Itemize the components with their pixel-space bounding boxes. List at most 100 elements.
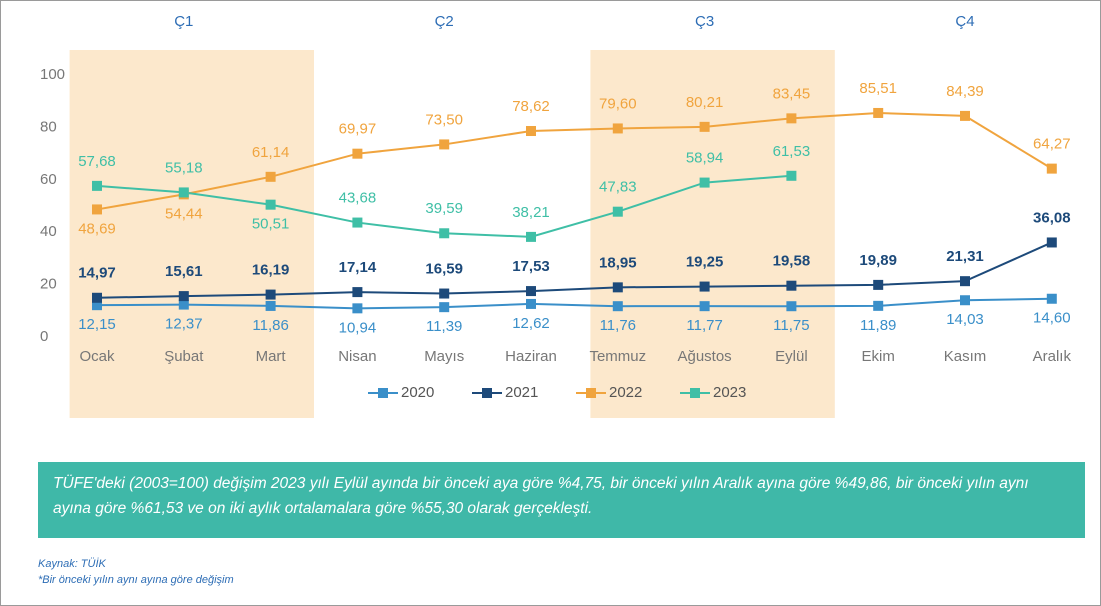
marker xyxy=(526,231,536,242)
marker xyxy=(92,204,102,215)
data-label: 43,68 xyxy=(339,190,377,207)
marker xyxy=(178,291,189,302)
data-label: 78,62 xyxy=(512,98,550,115)
marker xyxy=(873,107,884,118)
marker xyxy=(699,301,710,312)
marker xyxy=(960,295,970,306)
x-tick-label: Aralık xyxy=(1033,348,1072,365)
data-label: 79,60 xyxy=(599,95,637,112)
x-tick-label: Ocak xyxy=(79,348,115,365)
data-label: 80,21 xyxy=(686,94,724,111)
marker xyxy=(612,282,623,293)
data-label: 21,31 xyxy=(946,248,984,265)
data-label: 64,27 xyxy=(1033,136,1071,153)
data-label: 73,50 xyxy=(425,111,463,128)
legend-label: 2023 xyxy=(713,384,746,401)
marker xyxy=(1046,237,1057,248)
y-tick-label: 80 xyxy=(40,118,57,135)
marker xyxy=(873,279,884,290)
data-label: 61,14 xyxy=(252,144,290,161)
series-line xyxy=(96,297,1052,310)
data-label: 10,94 xyxy=(339,319,377,336)
x-tick-label: Mart xyxy=(256,348,287,365)
marker xyxy=(92,300,102,311)
quarter-label: Ç2 xyxy=(435,13,454,30)
x-tick-label: Eylül xyxy=(775,348,808,365)
data-label: 84,39 xyxy=(946,83,984,100)
data-label: 19,89 xyxy=(859,252,897,269)
quarter-band xyxy=(69,50,314,418)
marker xyxy=(960,276,970,287)
marker xyxy=(265,300,276,311)
data-label: 17,53 xyxy=(512,258,550,275)
marker xyxy=(612,123,623,134)
marker xyxy=(439,228,450,239)
legend-label: 2021 xyxy=(505,384,538,401)
marker xyxy=(352,303,363,314)
marker xyxy=(612,206,623,217)
data-label: 19,58 xyxy=(773,253,811,270)
data-label: 14,60 xyxy=(1033,310,1071,327)
legend-label: 2020 xyxy=(401,384,434,401)
legend-marker xyxy=(378,388,388,398)
note-box: TÜFE'deki (2003=100) değişim 2023 yılı E… xyxy=(38,462,1085,538)
source: Kaynak: TÜİK xyxy=(38,558,106,570)
quarter-label: Ç4 xyxy=(955,13,974,30)
data-label: 50,51 xyxy=(252,216,290,233)
y-tick-label: 60 xyxy=(40,171,57,188)
marker xyxy=(699,121,710,132)
data-label: 85,51 xyxy=(859,80,897,97)
marker xyxy=(352,287,363,298)
series-line xyxy=(96,241,1053,299)
marker xyxy=(1046,293,1057,304)
marker xyxy=(92,292,102,303)
data-label: 55,18 xyxy=(165,159,203,176)
x-tick-label: Kasım xyxy=(944,348,987,365)
data-label: 14,97 xyxy=(78,265,116,282)
marker xyxy=(439,288,450,299)
marker xyxy=(439,139,450,150)
marker xyxy=(352,217,363,228)
data-label: 69,97 xyxy=(339,121,377,138)
quarter-band xyxy=(590,50,835,418)
marker xyxy=(265,289,276,300)
data-label: 16,19 xyxy=(252,262,290,279)
series-line xyxy=(96,111,1053,211)
data-label: 14,03 xyxy=(946,311,984,328)
data-label: 83,45 xyxy=(773,85,811,102)
quarter-label: Ç3 xyxy=(695,13,714,30)
data-label: 36,08 xyxy=(1033,209,1071,226)
y-tick-label: 40 xyxy=(40,223,57,240)
data-label: 11,76 xyxy=(600,317,636,334)
marker xyxy=(699,281,710,292)
legend-marker xyxy=(586,388,596,398)
data-label: 61,53 xyxy=(773,143,811,160)
marker xyxy=(178,299,189,310)
x-tick-label: Haziran xyxy=(505,348,557,365)
marker xyxy=(699,177,710,188)
x-tick-label: Temmuz xyxy=(589,348,646,365)
data-label: 11,75 xyxy=(773,317,809,334)
marker xyxy=(873,300,884,311)
data-label: 11,89 xyxy=(860,317,896,334)
data-label: 11,77 xyxy=(686,317,722,334)
data-label: 39,59 xyxy=(425,200,463,217)
legend-label: 2022 xyxy=(609,384,642,401)
x-tick-label: Ekim xyxy=(862,348,895,365)
marker xyxy=(612,301,623,312)
data-label: 12,15 xyxy=(78,316,116,333)
marker xyxy=(786,280,797,291)
marker xyxy=(960,110,970,121)
data-label: 11,39 xyxy=(426,318,462,335)
data-label: 47,83 xyxy=(599,179,637,196)
marker xyxy=(265,171,276,182)
marker xyxy=(439,302,450,313)
data-label: 15,61 xyxy=(165,263,203,280)
data-label: 54,44 xyxy=(165,205,203,222)
marker xyxy=(178,187,189,198)
data-label: 12,62 xyxy=(512,315,550,332)
footnote: *Bir önceki yılın aynı ayına göre değişi… xyxy=(38,574,234,586)
data-label: 12,37 xyxy=(165,316,203,333)
marker xyxy=(786,170,797,181)
data-label: 58,94 xyxy=(686,150,724,167)
